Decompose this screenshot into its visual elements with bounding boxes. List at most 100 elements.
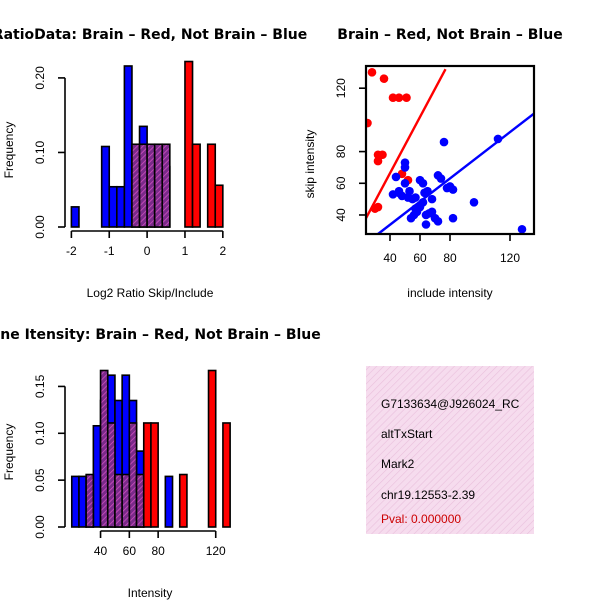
hist-ratio-blue-bar-4 [123,65,133,228]
hist-ratio-blue-bar-1 [100,145,111,228]
ratio-histogram-title: RatioData: Brain – Red, Not Brain – Blue [0,27,307,43]
scatter-y-tick-label-2: 80 [334,145,348,159]
intensity-histogram-ylabel: Frequency [2,424,16,481]
scatter-point-not-brain-35 [448,213,458,223]
hist-intensity-red-bar-1 [99,369,109,528]
scatter-x-tick-label-2: 80 [443,251,457,265]
scatter-point-not-brain-1 [400,158,410,167]
scatter-x-tick-label-0: 40 [383,251,397,265]
scatter-point-brain-4 [402,93,411,102]
hist-ratio-red-bar-2 [146,143,156,228]
hist-ratio-y-tick-label-2: 0.20 [33,66,47,90]
hist-ratio-blue-bar-3 [116,185,126,228]
scatter-point-not-brain-5 [391,172,401,182]
hist-ratio-red-bar-7 [206,143,217,228]
ratio-histogram: RatioData: Brain – Red, Not Brain – Blue… [0,27,307,300]
scatter-point-not-brain-37 [493,134,503,144]
info-panel-background [366,366,534,534]
hist-intensity-red-bar-8 [150,422,159,528]
hist-intensity-red-bar-6 [135,473,145,528]
intensity-histogram-bars [70,369,231,528]
info-probe-id: G7133634@J926024_RC [381,397,520,411]
intensity-histogram-axes: 40 60 80 120 0.00 0.05 0.10 0.15 [33,374,226,558]
ratio-histogram-bars [70,60,224,228]
hist-ratio-red-bar-0 [131,143,141,228]
hist-intensity-y-tick-label-0: 0.00 [33,515,47,539]
hist-intensity-blue-bar-0 [70,475,80,528]
hist-ratio-red-bar-3 [153,143,164,228]
info-event-type: altTxStart [381,427,433,441]
scatter-point-brain-8 [373,156,383,166]
scatter-point-not-brain-30 [433,217,443,226]
scatter-marks [366,68,534,234]
hist-ratio-blue-bar-0 [70,206,80,228]
hist-intensity-red-bar-9 [178,473,188,528]
hist-ratio-y-tick-label-0: 0.00 [33,215,47,239]
scatter-ylabel: skip intensity [303,130,317,199]
hist-intensity-y-tick-label-1: 0.05 [33,468,47,492]
hist-intensity-x-tick-label-1: 60 [123,544,137,558]
intensity-histogram-title: Gene Itensity: Brain – Red, Not Brain – … [0,327,321,343]
scatter-point-brain-3 [394,93,404,102]
hist-intensity-blue-bar-10 [164,475,174,528]
hist-ratio-red-bar-6 [191,143,201,228]
scatter-y-tick-label-0: 40 [334,208,348,222]
intensity-histogram: Gene Itensity: Brain – Red, Not Brain – … [0,327,321,600]
scatter-point-not-brain-38 [517,224,527,234]
info-location: chr19.12553-2.39 [381,488,475,502]
hist-ratio-red-bar-1 [138,143,148,228]
hist-intensity-x-tick-label-2: 80 [151,544,165,558]
scatter-x-tick-label-3: 120 [500,251,520,265]
scatter-xlabel: include intensity [407,286,492,300]
scatter-title: Brain – Red, Not Brain – Blue [337,27,562,43]
hist-ratio-blue-bar-2 [108,185,118,228]
info-mark: Mark2 [381,457,415,471]
scatter-point-brain-7 [378,150,387,160]
hist-intensity-blue-bar-3 [92,424,102,528]
scatter-point-not-brain-25 [418,198,428,207]
scatter-point-not-brain-15 [423,186,432,196]
hist-intensity-red-bar-7 [142,422,152,528]
scatter-x-tick-label-1: 60 [413,251,427,265]
scatter-point-not-brain-18 [436,174,446,183]
scatter-point-brain-1 [379,74,389,83]
ratio-histogram-xlabel: Log2 Ratio Skip/Include [87,286,214,300]
scatter-frame [364,64,536,236]
scatter-point-not-brain-13 [418,178,428,188]
hist-ratio-x-tick-label-1: -1 [104,244,115,258]
hist-intensity-red-bar-4 [121,473,131,528]
scatter-point-not-brain-11 [411,193,420,202]
hist-intensity-red-bar-5 [128,422,138,528]
scatter-point-not-brain-33 [412,207,422,217]
hist-intensity-red-bar-3 [114,473,123,528]
hist-ratio-red-bar-4 [161,143,171,228]
hist-intensity-x-tick-label-3: 120 [206,544,226,558]
hist-intensity-x-tick-label-0: 40 [94,544,108,558]
scatter-y-tick-label-3: 120 [334,78,348,98]
scatter-fit-line-brain [366,68,447,219]
scatter-point-brain-2 [388,93,398,102]
intensity-scatter: Brain – Red, Not Brain – Blue 40 60 80 1204… [303,27,563,300]
scatter-point-not-brain-34 [421,220,431,229]
scatter-point-not-brain-8 [400,178,410,188]
scatter-plot-area: 40 60 80 120 40 60 80 120 [334,64,536,265]
hist-intensity-red-bar-0 [85,473,95,528]
hist-ratio-y-tick-label-1: 0.10 [33,140,47,164]
hist-intensity-y-tick-label-2: 0.10 [33,421,47,445]
scatter-point-not-brain-19 [439,137,449,147]
hist-ratio-x-tick-label-4: 2 [219,244,226,258]
hist-intensity-y-tick-label-3: 0.15 [33,374,47,398]
scatter-point-brain-5 [366,118,372,128]
hist-ratio-x-tick-label-2: 0 [144,244,151,258]
scatter-point-not-brain-16 [427,194,437,204]
hist-ratio-x-tick-label-3: 1 [182,244,189,258]
scatter-fit-line-not-brain [377,112,534,234]
info-pval: Pval: 0.000000 [381,512,461,526]
ratio-histogram-ylabel: Frequency [2,122,16,179]
scatter-point-not-brain-36 [469,198,479,207]
hist-intensity-red-bar-2 [106,422,116,528]
hist-ratio-x-tick-label-0: -2 [66,244,77,258]
scatter-y-tick-label-1: 60 [334,176,348,190]
intensity-histogram-xlabel: Intensity [128,586,173,600]
